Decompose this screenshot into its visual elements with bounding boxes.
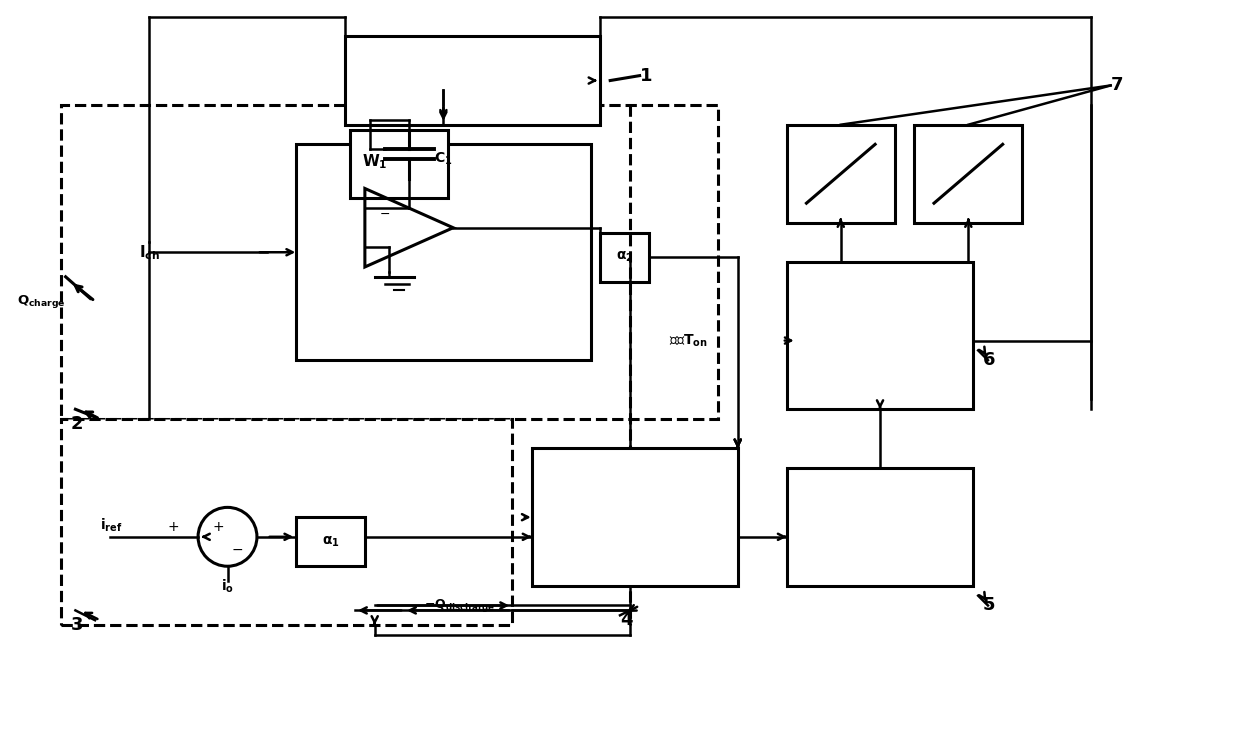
Bar [787,468,973,586]
Text: 5: 5 [983,596,996,614]
Bar [61,419,512,625]
Text: $\mathbf{i_{ref}}$: $\mathbf{i_{ref}}$ [100,517,123,534]
Text: 3: 3 [71,616,83,634]
Bar [296,144,590,360]
Text: $\mathbf{Q_{charge}}$: $\mathbf{Q_{charge}}$ [16,293,66,310]
Text: $-$: $-$ [379,206,391,220]
Text: $\mathbf{-Q_{discharge}}$: $\mathbf{-Q_{discharge}}$ [424,597,495,614]
Bar [787,262,973,409]
Text: $\mathbf{\alpha_1}$: $\mathbf{\alpha_1}$ [321,534,340,549]
Text: 1: 1 [640,67,652,84]
Bar [532,448,738,586]
Bar [296,517,365,566]
Bar [600,232,650,282]
Text: $\mathbf{恒定T_{on}}$: $\mathbf{恒定T_{on}}$ [670,332,708,349]
Text: $\mathbf{W_1}$: $\mathbf{W_1}$ [362,152,387,172]
Bar [787,125,895,223]
Bar [61,105,718,419]
Text: $+$: $+$ [212,520,223,534]
Text: $\mathbf{I_{ch}}$: $\mathbf{I_{ch}}$ [139,243,160,262]
Text: $\mathbf{i_o}$: $\mathbf{i_o}$ [221,577,234,594]
Text: 6: 6 [983,352,996,369]
Text: $-$: $-$ [231,542,243,556]
Text: 7: 7 [1111,76,1123,95]
Text: $+$: $+$ [167,520,180,534]
Text: 2: 2 [71,415,83,433]
Text: $\mathbf{C_1}$: $\mathbf{C_1}$ [434,151,453,167]
Text: $\mathbf{\alpha_2}$: $\mathbf{\alpha_2}$ [616,250,634,264]
Bar [350,130,449,198]
Bar [914,125,1022,223]
Bar [345,36,600,125]
Text: 4: 4 [620,611,632,629]
